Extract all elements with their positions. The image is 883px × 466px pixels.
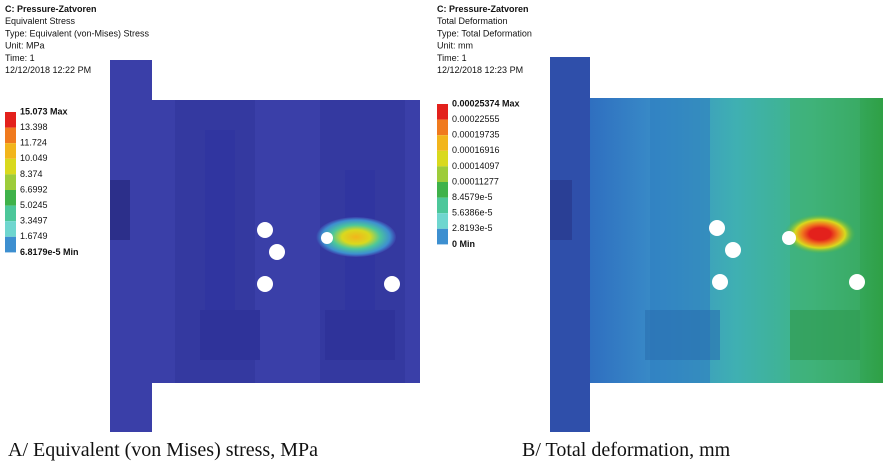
legend-label: 1.6749 [20,231,48,241]
legend-label: 5.6386e-5 [452,208,493,218]
legend-label: 11.724 [20,138,47,148]
legend-swatch [5,221,16,237]
header-line: Unit: MPa [5,41,45,51]
legend-label: 8.4579e-5 [452,192,493,202]
legend-swatch [437,120,448,136]
header-line: C: Pressure-Zatvoren [437,4,529,14]
header-line: Time: 1 [437,53,467,63]
legend-swatch [5,143,16,159]
legend-label: 6.8179e-5 Min [20,247,79,257]
legend-swatch [5,174,16,190]
caption: B/ Total deformation, mm [522,439,731,461]
legend-label: 8.374 [20,169,43,179]
model-b [550,57,883,432]
legend-label: 5.0245 [20,200,48,210]
legend-swatch [5,112,16,128]
legend-label: 10.049 [20,153,48,163]
legend-label: 6.6992 [20,184,48,194]
header-line: Type: Equivalent (von-Mises) Stress [5,28,150,38]
legend-swatch [5,237,16,253]
legend-swatch [437,213,448,229]
figure: C: Pressure-Zatvoren Equivalent Stress Typ… [0,0,883,466]
header-line: Unit: mm [437,41,473,51]
legend-swatch [437,104,448,120]
legend-swatch [5,206,16,222]
legend-label: 0.00011277 [452,176,499,186]
legend-label: 0.00025374 Max [452,98,520,108]
header-line: Equivalent Stress [5,16,76,26]
model-a [110,60,420,432]
legend-label: 3.3497 [20,216,48,226]
legend-swatch [437,198,448,214]
legend-swatch [437,166,448,182]
legend-label: 2.8193e-5 [452,223,493,233]
header-line: Type: Total Deformation [437,28,532,38]
legend-swatch [5,128,16,144]
header-line: Time: 1 [5,53,35,63]
legend-label: 0.00022555 [452,114,500,124]
legend-swatch [437,229,448,245]
header-line: C: Pressure-Zatvoren [5,4,97,14]
legend-label: 0.00019735 [452,130,500,140]
legend-swatch [437,151,448,167]
header-line: Total Deformation [437,16,508,26]
caption: A/ Equivalent (von Mises) stress, MPa [8,439,318,461]
legend-label: 0.00014097 [452,161,500,171]
legend-label: 0 Min [452,239,475,249]
legend-label: 0.00016916 [452,145,500,155]
legend-swatch [5,159,16,175]
legend-label: 13.398 [20,122,48,132]
header-line: 12/12/2018 12:23 PM [437,65,523,75]
legend-swatch [437,135,448,151]
legend-label: 15.073 Max [20,106,68,116]
legend-swatch [437,182,448,198]
legend-swatch [5,190,16,206]
header-line: 12/12/2018 12:22 PM [5,65,91,75]
